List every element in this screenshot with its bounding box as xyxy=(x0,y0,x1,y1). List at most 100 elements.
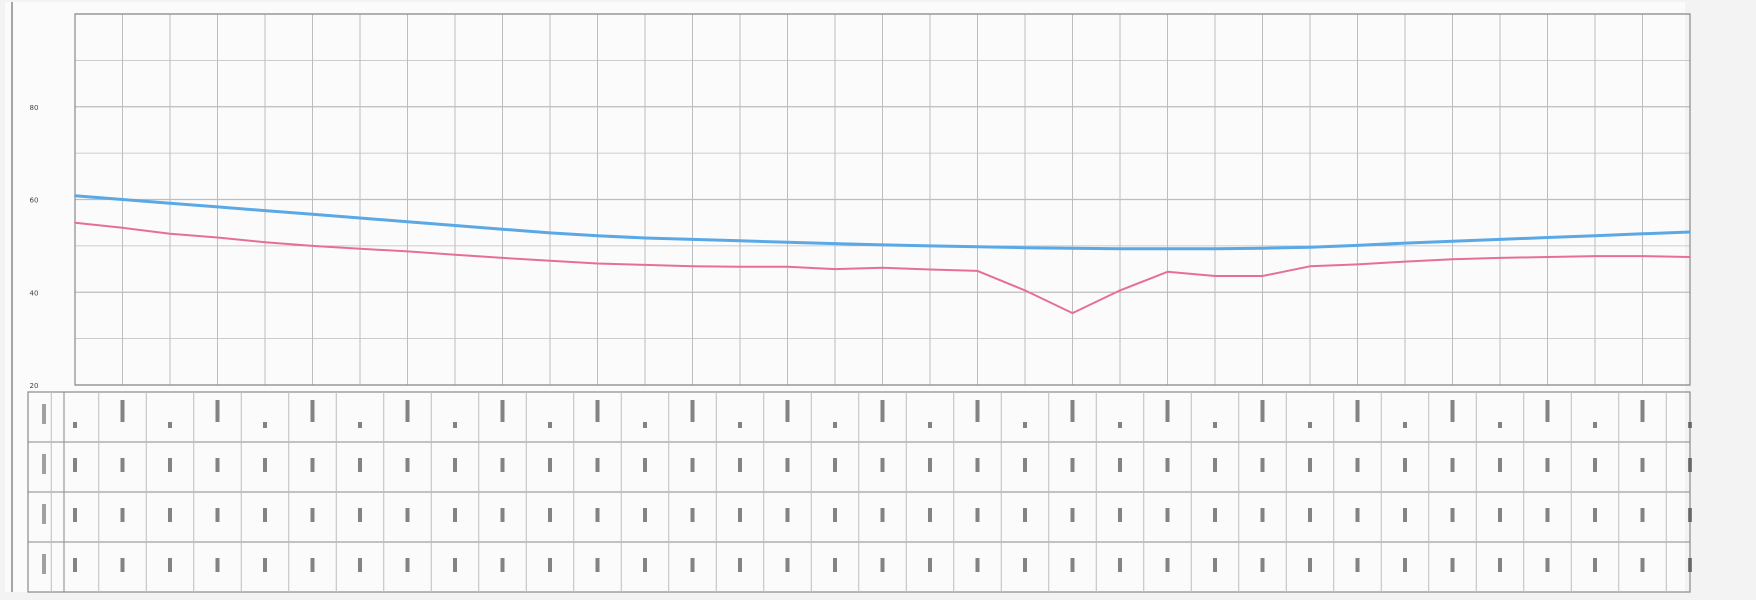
table-cell-mark xyxy=(1260,458,1265,472)
table-cell-mark xyxy=(975,558,980,572)
table-cell-mark xyxy=(1260,558,1265,572)
series-2-point xyxy=(501,257,504,259)
table-cell-mark xyxy=(1260,400,1265,422)
series-1-point xyxy=(216,206,219,208)
table-cell-mark xyxy=(1023,558,1027,572)
table-cell-mark xyxy=(263,458,267,472)
table-row-header-mark xyxy=(42,504,46,524)
table-cell-mark xyxy=(1165,400,1170,422)
table-cell-mark xyxy=(405,508,410,522)
table-cell-mark xyxy=(1640,508,1645,522)
table-cell-mark xyxy=(263,422,267,428)
table-cell-mark xyxy=(1070,400,1075,422)
table-cell-mark xyxy=(310,558,315,572)
table-cell-mark xyxy=(310,458,315,472)
series-1-point xyxy=(1071,247,1074,250)
table-cell-mark xyxy=(1118,558,1122,572)
series-2-point xyxy=(1641,255,1644,257)
table-cell-mark xyxy=(1023,458,1027,472)
table-cell-mark xyxy=(738,458,742,472)
table-cell-mark xyxy=(880,508,885,522)
table-cell-mark xyxy=(1213,422,1217,428)
series-1-point xyxy=(311,213,314,216)
table-cell-mark xyxy=(1593,508,1597,522)
series-1-point xyxy=(501,228,504,231)
table-cell-mark xyxy=(215,400,220,422)
series-1-point xyxy=(739,239,741,242)
series-2-point xyxy=(739,265,741,268)
series-1-point xyxy=(1404,242,1406,244)
series-1-point xyxy=(1119,247,1121,250)
table-cell-mark xyxy=(1450,400,1455,422)
series-2-point xyxy=(929,268,931,271)
table-cell-mark xyxy=(1213,458,1217,472)
table-cell-mark xyxy=(928,508,932,522)
table-cell-mark xyxy=(1688,508,1692,522)
series-1-point xyxy=(1594,234,1596,237)
table-cell-mark xyxy=(595,458,600,472)
series-1-point xyxy=(881,244,884,246)
table-cell-mark xyxy=(1593,458,1597,472)
grid xyxy=(11,2,1691,592)
series-2-point xyxy=(264,241,266,244)
table-cell-mark xyxy=(1593,558,1597,572)
table-cell-mark xyxy=(1070,558,1075,572)
table-cell-mark xyxy=(358,458,362,472)
series-2-point xyxy=(74,221,76,224)
table-cell-mark xyxy=(833,558,837,572)
table-cell-mark xyxy=(738,422,742,428)
series-1-point xyxy=(1356,244,1359,247)
table-cell-mark xyxy=(1450,508,1455,522)
table-cell-mark xyxy=(548,458,552,472)
series-2-point xyxy=(834,268,836,270)
table-cell-mark xyxy=(1213,558,1217,572)
table-cell-mark xyxy=(595,558,600,572)
table-cell-mark xyxy=(690,400,695,422)
table-cell-mark xyxy=(1498,458,1502,472)
table-cell-mark xyxy=(453,558,457,572)
series-1-point xyxy=(1451,240,1454,243)
table-cell-mark xyxy=(500,400,505,422)
table-cell-mark xyxy=(785,458,790,472)
series-2-point xyxy=(644,263,646,266)
series-1-point xyxy=(1499,238,1501,241)
table-cell-mark xyxy=(1545,458,1550,472)
series-2-point xyxy=(406,250,409,253)
table-cell-mark xyxy=(975,458,980,472)
series-2-point xyxy=(691,265,694,268)
table-cell-mark xyxy=(310,508,315,522)
table-cell-mark xyxy=(168,508,172,522)
table-cell-mark xyxy=(833,508,837,522)
series-2-point xyxy=(976,270,979,272)
table-cell-mark xyxy=(1688,458,1692,472)
series-1-point xyxy=(454,224,456,227)
table-cell-mark xyxy=(500,508,505,522)
table-cell-mark xyxy=(168,458,172,472)
table-cell-mark xyxy=(833,458,837,472)
chart-paper xyxy=(5,2,1685,592)
series-1-point xyxy=(1214,247,1216,250)
data-table-grid xyxy=(27,391,1692,593)
y-tick-label: 40 xyxy=(30,289,39,297)
series-2-point xyxy=(1119,289,1121,292)
table-cell-mark xyxy=(1355,400,1360,422)
series-2-point xyxy=(549,259,551,262)
table-cell-mark xyxy=(1640,458,1645,472)
series-1-point xyxy=(1261,247,1264,250)
series xyxy=(74,194,1691,315)
table-cell-mark xyxy=(1640,558,1645,572)
table-cell-mark xyxy=(1688,558,1692,572)
table-cell-mark xyxy=(215,508,220,522)
table-cell-mark xyxy=(1165,558,1170,572)
table-cell-mark xyxy=(73,422,77,428)
series-1-point xyxy=(976,245,979,248)
series-2-point xyxy=(1689,256,1691,258)
table-cell-mark xyxy=(1593,422,1597,428)
series-2-point xyxy=(1309,265,1311,268)
table-cell-mark xyxy=(1355,558,1360,572)
table-cell-mark xyxy=(785,508,790,522)
series-1-point xyxy=(1166,247,1169,250)
table-cell-mark xyxy=(643,508,647,522)
table-cell-mark xyxy=(1308,422,1312,428)
